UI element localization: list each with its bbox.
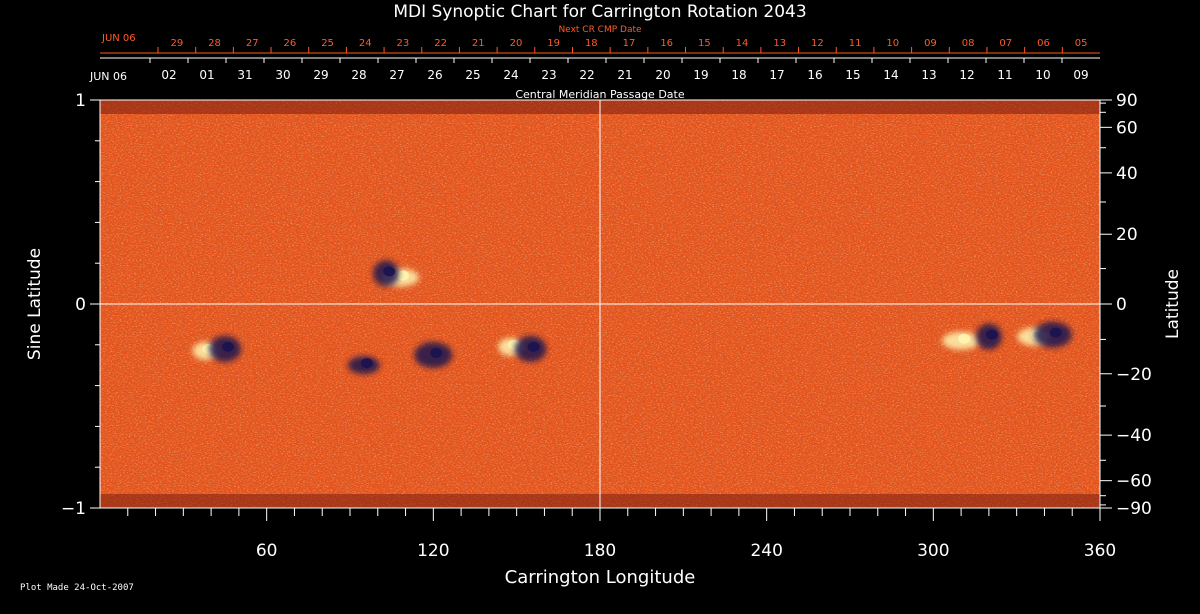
cmp-date-label: 23 [541, 68, 556, 82]
y-right-tick-label: 0 [1116, 295, 1127, 315]
next-cr-date-label: 16 [660, 38, 673, 49]
next-cr-date-label: 07 [999, 38, 1012, 49]
positive-region-core [397, 270, 409, 281]
chart-title: MDI Synoptic Chart for Carrington Rotati… [393, 2, 806, 22]
cmp-date-label: 31 [237, 68, 252, 82]
cmp-date-label: 28 [351, 68, 366, 82]
negative-region-core [1049, 327, 1062, 338]
cmp-date-label: 13 [921, 68, 936, 82]
cmp-date-label: 01 [199, 68, 214, 82]
negative-region-core [985, 329, 998, 340]
next-cr-date-label: 18 [585, 38, 598, 49]
y-axis-label-right: Latitude [1163, 269, 1183, 339]
positive-region-core [958, 333, 971, 344]
cmp-date-label: 15 [845, 68, 860, 82]
next-cr-date-label: 11 [849, 38, 862, 49]
y-left-tick-label: 1 [75, 91, 86, 111]
x-tick-label: 300 [917, 541, 949, 561]
cmp-date-label: 21 [617, 68, 632, 82]
next-cr-date-label: 06 [1037, 38, 1050, 49]
cmp-date-label: 16 [807, 68, 822, 82]
negative-region-core [360, 358, 373, 369]
cmp-date-label: 11 [997, 68, 1012, 82]
active-regions [192, 260, 1072, 375]
y-right-tick-label: −20 [1116, 365, 1152, 385]
negative-region-core [527, 341, 540, 352]
next-cr-date-label: 12 [811, 38, 824, 49]
y-right-tick-label: −60 [1116, 472, 1152, 492]
next-cr-date-label: 09 [924, 38, 937, 49]
next-cr-date-label: 24 [359, 38, 372, 49]
cmp-date-label: 22 [579, 68, 594, 82]
x-tick-label: 240 [750, 541, 782, 561]
y-left-tick-label: 0 [75, 295, 86, 315]
next-cr-start-date-label: JUN 06 [101, 33, 136, 44]
next-cr-label: Next CR CMP Date [558, 25, 642, 35]
y-axis-label-left: Sine Latitude [25, 248, 45, 360]
next-cr-date-label: 17 [623, 38, 636, 49]
next-cr-date-label: 05 [1075, 38, 1088, 49]
y-left-tick-label: −1 [61, 499, 86, 519]
next-cr-date-label: 20 [510, 38, 523, 49]
top-axis-label: Central Meridian Passage Date [515, 88, 684, 101]
next-cr-date-label: 08 [962, 38, 975, 49]
next-cr-date-label: 22 [434, 38, 447, 49]
cmp-date-label: 29 [313, 68, 328, 82]
cmp-date-label: 12 [959, 68, 974, 82]
next-cr-date-label: 10 [886, 38, 899, 49]
y-right-tick-label: −90 [1116, 499, 1152, 519]
next-cr-date-label: 13 [773, 38, 786, 49]
next-cr-date-label: 23 [397, 38, 410, 49]
cmp-date-label: 19 [693, 68, 708, 82]
x-tick-label: 360 [1084, 541, 1116, 561]
axes: 60 120 180 240 300 36010−1906040200−20−40−60−… [61, 33, 1152, 561]
next-cr-date-label: 14 [736, 38, 749, 49]
next-cr-date-label: 29 [170, 38, 183, 49]
cmp-start-date-label: JUN 06 [89, 70, 127, 83]
cmp-date-label: 26 [427, 68, 442, 82]
next-cr-date-label: 27 [246, 38, 259, 49]
cmp-date-label: 30 [275, 68, 290, 82]
y-right-tick-label: 90 [1116, 91, 1138, 111]
y-right-tick-label: 40 [1116, 164, 1138, 184]
x-tick-label: 60 [256, 541, 278, 561]
x-tick-label: 180 [584, 541, 616, 561]
negative-region-core [383, 266, 396, 277]
x-tick-label: 120 [417, 541, 449, 561]
cmp-date-label: 10 [1035, 68, 1050, 82]
next-cr-date-label: 15 [698, 38, 711, 49]
cmp-date-label: 20 [655, 68, 670, 82]
y-right-tick-label: 20 [1116, 225, 1138, 245]
cmp-date-label: 18 [731, 68, 746, 82]
cmp-date-label: 14 [883, 68, 898, 82]
cmp-date-label: 24 [503, 68, 518, 82]
next-cr-date-label: 28 [208, 38, 221, 49]
cmp-date-label: 17 [769, 68, 784, 82]
next-cr-date-label: 21 [472, 38, 485, 49]
x-axis-label: Carrington Longitude [505, 567, 696, 588]
negative-region-core [430, 348, 443, 358]
y-right-tick-label: 60 [1116, 118, 1138, 138]
y-right-tick-label: −40 [1116, 426, 1152, 446]
cmp-date-label: 27 [389, 68, 404, 82]
cmp-date-label: 25 [465, 68, 480, 82]
next-cr-date-label: 25 [321, 38, 334, 49]
next-cr-date-label: 19 [547, 38, 560, 49]
next-cr-date-label: 26 [284, 38, 297, 49]
cmp-date-label: 09 [1073, 68, 1088, 82]
cmp-date-label: 02 [161, 68, 176, 82]
negative-region-core [222, 341, 234, 352]
plot-made-note: Plot Made 24-Oct-2007 [20, 583, 134, 593]
